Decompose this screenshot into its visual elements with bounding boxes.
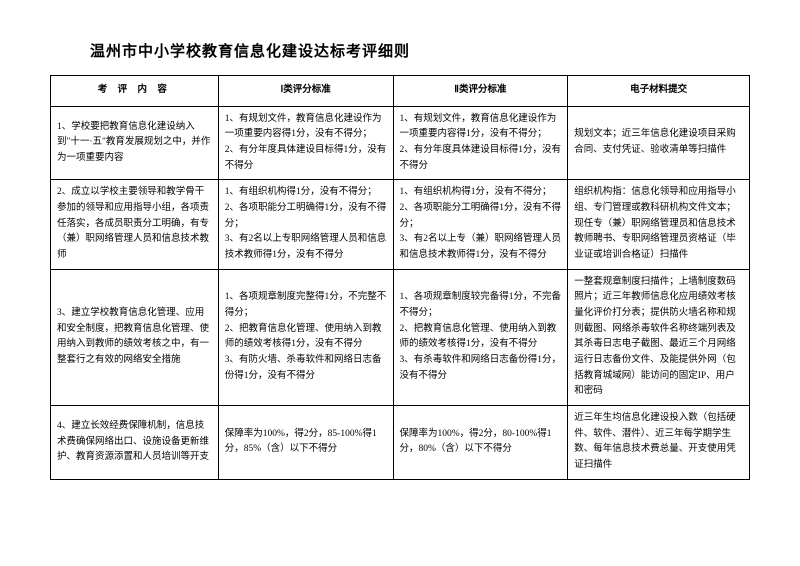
cell-content: 3、建立学校教育信息化管理、应用和安全制度，把教育信息化管理、使用纳入到教师的绩… <box>51 269 219 405</box>
cell-materials: 近三年生均信息化建设投入数（包括硬件、软件、潜件）、近三年每学期学生数、每年信息… <box>568 406 750 480</box>
cell-criteria-1: 1、有组织机构得1分，没有不得分；2、各项职能分工明确得1分，没有不得分；3、有… <box>218 180 393 269</box>
header-materials: 电子材料提交 <box>568 76 750 107</box>
cell-content: 1、学校要把教育信息化建设纳入到"十一·五"教育发展规划之中，并作为一项重要内容 <box>51 106 219 180</box>
cell-materials: 规划文本；近三年信息化建设项目采购合同、支付凭证、验收清单等扫描件 <box>568 106 750 180</box>
cell-content: 4、建立长效经费保障机制，信息技术费确保网络出口、设施设备更新维护、教育资源添置… <box>51 406 219 480</box>
cell-criteria-2: 保障率为100%，得2分，80-100%得1分，80%（含）以下不得分 <box>393 406 568 480</box>
table-row: 2、成立以学校主要领导和教学骨干参加的领导和应用指导小组，各项责任落实，各成员职… <box>51 180 750 269</box>
cell-criteria-2: 1、有组织机构得1分，没有不得分；2、各项职能分工明确得1分，没有不得分；3、有… <box>393 180 568 269</box>
cell-criteria-1: 保障率为100%，得2分，85-100%得1分，85%（含）以下不得分 <box>218 406 393 480</box>
header-criteria-2: Ⅱ类评分标准 <box>393 76 568 107</box>
evaluation-table: 考 评 内 容 Ⅰ类评分标准 Ⅱ类评分标准 电子材料提交 1、学校要把教育信息化… <box>50 75 750 480</box>
cell-materials: 组织机构指：信息化领导和应用指导小组、专门管理或教科研机构文件文本；现任专（兼）… <box>568 180 750 269</box>
cell-criteria-2: 1、有规划文件，教育信息化建设作为一项重要内容得1分，没有不得分；2、有分年度具… <box>393 106 568 180</box>
cell-materials: 一整套规章制度扫描件；上墙制度数码照片；近三年教师信息化应用绩效考核量化评价打分… <box>568 269 750 405</box>
cell-criteria-1: 1、有规划文件，教育信息化建设作为一项重要内容得1分，没有不得分；2、有分年度具… <box>218 106 393 180</box>
cell-content: 2、成立以学校主要领导和教学骨干参加的领导和应用指导小组，各项责任落实，各成员职… <box>51 180 219 269</box>
table-row: 3、建立学校教育信息化管理、应用和安全制度，把教育信息化管理、使用纳入到教师的绩… <box>51 269 750 405</box>
header-criteria-1: Ⅰ类评分标准 <box>218 76 393 107</box>
table-header-row: 考 评 内 容 Ⅰ类评分标准 Ⅱ类评分标准 电子材料提交 <box>51 76 750 107</box>
header-content: 考 评 内 容 <box>51 76 219 107</box>
document-title: 温州市中小学校教育信息化建设达标考评细则 <box>90 40 750 61</box>
cell-criteria-1: 1、各项规章制度完整得1分，不完整不得分；2、把教育信息化管理、使用纳入到教师的… <box>218 269 393 405</box>
cell-criteria-2: 1、各项规章制度较完备得1分，不完备不得分；2、把教育信息化管理、使用纳入到教师… <box>393 269 568 405</box>
table-row: 1、学校要把教育信息化建设纳入到"十一·五"教育发展规划之中，并作为一项重要内容… <box>51 106 750 180</box>
table-row: 4、建立长效经费保障机制，信息技术费确保网络出口、设施设备更新维护、教育资源添置… <box>51 406 750 480</box>
